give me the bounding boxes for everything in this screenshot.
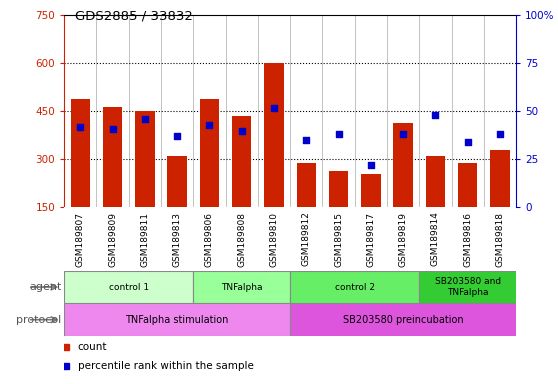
Text: GSM189807: GSM189807 (76, 212, 85, 266)
Bar (264, 63, 283, 207)
Text: GSM189812: GSM189812 (302, 212, 311, 266)
Text: percentile rank within the sample: percentile rank within the sample (78, 361, 253, 371)
Text: control 2: control 2 (335, 283, 375, 291)
Text: GSM189809: GSM189809 (108, 212, 117, 266)
Text: GSM189819: GSM189819 (398, 212, 408, 266)
Bar (458, 162, 478, 207)
Bar (297, 162, 316, 207)
Bar (103, 106, 122, 207)
Text: SB203580 and
TNFalpha: SB203580 and TNFalpha (435, 277, 501, 297)
Point (496, 131, 504, 137)
Text: SB203580 preincubation: SB203580 preincubation (343, 314, 464, 325)
Text: GSM189808: GSM189808 (237, 212, 246, 266)
Bar (167, 156, 187, 207)
Text: GDS2885 / 33832: GDS2885 / 33832 (75, 10, 193, 23)
Text: TNFalpha stimulation: TNFalpha stimulation (126, 314, 229, 325)
Bar (426, 156, 445, 207)
Point (270, 104, 278, 111)
Text: GSM189810: GSM189810 (270, 212, 278, 266)
Text: GSM189811: GSM189811 (141, 212, 150, 266)
Point (237, 127, 246, 134)
Text: count: count (78, 342, 107, 352)
Point (108, 126, 117, 132)
Text: agent: agent (29, 282, 61, 292)
Text: GSM189818: GSM189818 (496, 212, 504, 266)
Point (334, 131, 343, 137)
Point (172, 133, 181, 139)
Text: GSM189813: GSM189813 (172, 212, 182, 266)
Bar (361, 174, 381, 207)
Bar (290, 271, 419, 303)
Point (463, 139, 472, 145)
Bar (419, 271, 516, 303)
Text: control 1: control 1 (109, 283, 149, 291)
Point (76, 124, 85, 130)
Text: GSM189815: GSM189815 (334, 212, 343, 266)
Point (141, 116, 150, 122)
Text: protocol: protocol (16, 314, 61, 325)
Bar (490, 150, 509, 207)
Bar (232, 116, 252, 207)
Point (302, 137, 311, 143)
Text: GSM189806: GSM189806 (205, 212, 214, 266)
Point (398, 131, 407, 137)
Bar (193, 271, 290, 303)
Point (431, 112, 440, 118)
Point (205, 122, 214, 128)
Text: GSM189814: GSM189814 (431, 212, 440, 266)
Text: TNFalpha: TNFalpha (221, 283, 262, 291)
Point (367, 162, 376, 168)
Bar (71, 99, 90, 207)
Text: GSM189816: GSM189816 (463, 212, 472, 266)
Bar (329, 170, 348, 207)
Text: GSM189817: GSM189817 (367, 212, 376, 266)
Bar (135, 111, 155, 207)
Bar (64, 303, 290, 336)
Bar (290, 303, 516, 336)
Bar (393, 122, 413, 207)
Bar (200, 99, 219, 207)
Bar (64, 271, 193, 303)
